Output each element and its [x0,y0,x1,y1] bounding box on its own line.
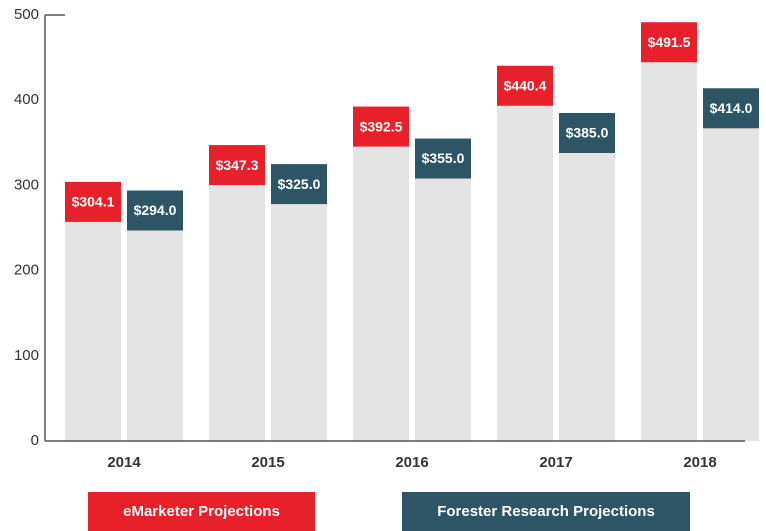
legend-box [402,492,690,531]
x-tick-label: 2018 [683,454,716,471]
bar [641,22,697,441]
y-tick-label: 500 [14,6,39,23]
x-tick-label: 2016 [395,454,428,471]
value-label: $304.1 [72,194,115,210]
value-label: $294.0 [134,202,177,218]
value-label: $347.3 [216,157,259,173]
bar [209,145,265,441]
legend-label: eMarketer Projections [123,503,280,520]
y-tick-label: 100 [14,347,39,364]
bar [271,164,327,441]
value-label: $385.0 [566,125,609,141]
value-label-box [209,145,265,186]
value-label: $392.5 [360,118,403,134]
value-label-box [353,106,409,147]
x-tick-label: 2017 [539,454,572,471]
value-label-box [703,88,759,129]
bar [497,65,553,441]
value-label-box [559,112,615,153]
y-tick-label: 300 [14,176,39,193]
value-label-box [497,65,553,106]
legend-box [88,492,315,531]
value-label: $355.0 [422,150,465,166]
bar [353,106,409,441]
value-label-box [127,190,183,231]
y-tick-label: 0 [31,432,39,449]
value-label-box [641,22,697,63]
value-label: $414.0 [710,100,753,116]
value-label-box [271,164,327,205]
x-tick-label: 2014 [107,454,141,471]
y-tick-label: 400 [14,91,39,108]
value-label: $491.5 [648,34,691,50]
value-label-box [65,181,121,222]
bar [127,190,183,441]
x-tick-label: 2015 [251,454,284,471]
value-label-box [415,138,471,179]
legend-label: Forester Research Projections [437,503,655,520]
value-label: $325.0 [278,176,321,192]
bar [559,112,615,441]
y-tick-label: 200 [14,262,39,279]
bar [415,138,471,442]
value-label: $440.4 [504,77,547,93]
bar [703,88,759,441]
bar [65,181,121,441]
